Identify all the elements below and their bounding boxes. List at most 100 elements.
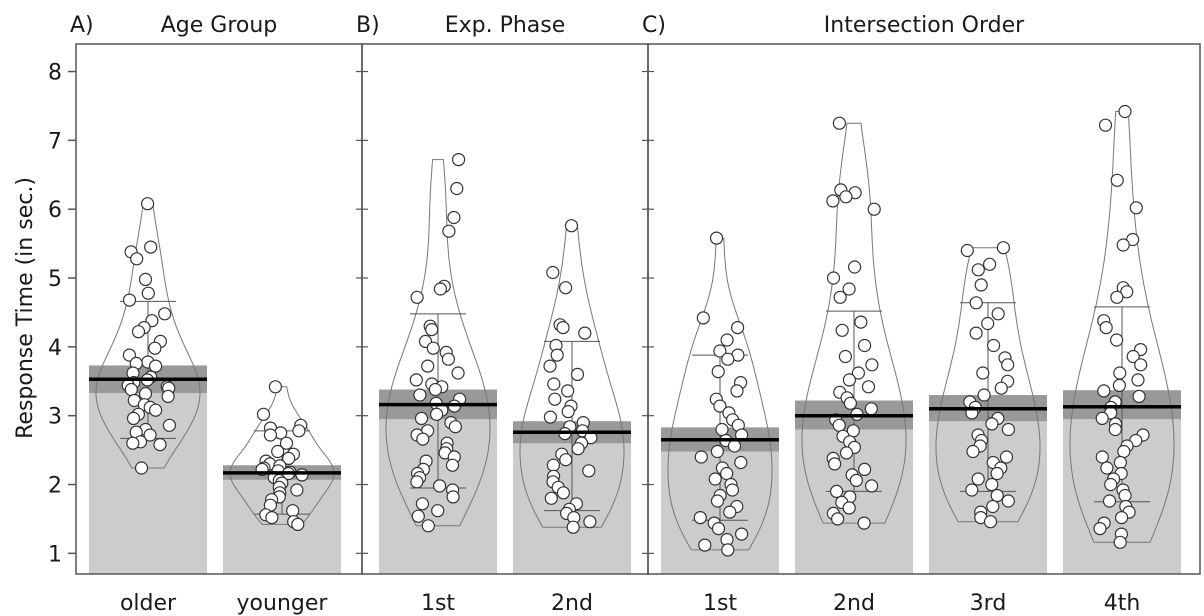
data-point [547,377,561,391]
data-point [256,407,271,421]
data-point [410,290,424,304]
panel-tag: A) [70,13,94,38]
category-label: younger [237,591,329,616]
data-point [971,263,985,277]
data-point [969,296,983,310]
data-point [268,380,282,394]
data-point [1099,321,1113,335]
data-point [1131,373,1145,387]
data-point [410,475,424,489]
data-point [833,290,847,304]
y-tick-label: 7 [48,129,62,154]
data-point [292,424,306,438]
data-point [450,181,464,196]
data-point [448,420,462,434]
data-point [546,458,561,472]
panel-3: C) Intersection Order 1st 2nd 3rd 4th [642,13,1201,616]
data-point [842,501,856,515]
data-point [295,468,309,482]
data-point [847,260,862,274]
y-tick-label: 2 [48,474,62,499]
data-point [711,365,725,379]
data-point [291,517,305,532]
data-point [1113,455,1128,470]
data-point [546,265,560,280]
data-point [857,516,871,530]
data-point [566,520,580,534]
category-label: 3rd [970,591,1007,616]
data-point [1118,488,1132,503]
data-point [1114,510,1129,525]
data-point [425,323,439,337]
data-point [1116,238,1130,252]
data-point [1102,494,1117,508]
data-point [708,472,722,486]
data-point [966,444,980,459]
data-point [994,381,1008,395]
data-point [849,473,863,487]
category-label: 1st [703,591,737,616]
data-point [693,510,707,525]
data-point [1104,477,1118,492]
data-point [996,241,1011,255]
data-point [426,341,440,355]
data-point [561,384,575,398]
data-point [158,307,172,321]
data-point [839,190,853,204]
data-point [153,438,167,452]
data-point [571,442,585,456]
data-point [442,224,456,238]
data-point [830,512,845,526]
y-axis-ticks: 1 2 3 4 5 6 7 8 [48,61,76,567]
data-point [141,286,155,300]
data-point [985,477,999,492]
data-point [698,538,712,552]
y-axis-label: Response Time (in sec.) [13,177,38,439]
data-point [1126,349,1140,364]
data-point [960,243,974,258]
data-point [991,307,1005,321]
data-point [544,491,558,505]
data-point [415,497,429,511]
data-point [1117,444,1131,459]
data-point [271,444,285,459]
category-label: 4th [1104,591,1141,616]
data-point [842,373,857,387]
y-tick-label: 1 [48,542,62,567]
data-point [550,348,564,362]
data-point [721,543,735,557]
data-point [1134,358,1148,372]
data-point [265,510,279,525]
data-point [986,338,1001,353]
data-point [161,389,175,403]
data-point [149,403,163,417]
data-point [734,527,749,541]
data-point [832,116,847,130]
data-point [843,396,858,410]
data-point [124,382,138,397]
data-point [421,359,435,373]
data-point [838,349,853,364]
data-point [279,436,294,450]
panel-tag: B) [356,13,380,38]
data-point [149,359,163,373]
data-point [1093,521,1107,536]
data-point [431,504,445,518]
data-point [430,407,444,421]
data-point [1100,461,1114,475]
data-point [138,272,153,286]
data-point [556,321,570,335]
data-point [290,483,304,497]
y-tick-label: 5 [48,267,62,292]
data-point [1109,333,1124,347]
data-point [414,411,429,425]
data-point [1112,378,1127,392]
data-point [446,490,460,504]
chart-panels: A) Age Group older younger B) Exp. Phase 1st 2n… [70,13,1201,616]
data-point [865,358,879,372]
panel-title: Exp. Phase [445,13,566,38]
data-point [445,458,460,472]
data-point [138,387,153,401]
panel-title: Age Group [161,13,278,38]
data-point [857,338,872,353]
